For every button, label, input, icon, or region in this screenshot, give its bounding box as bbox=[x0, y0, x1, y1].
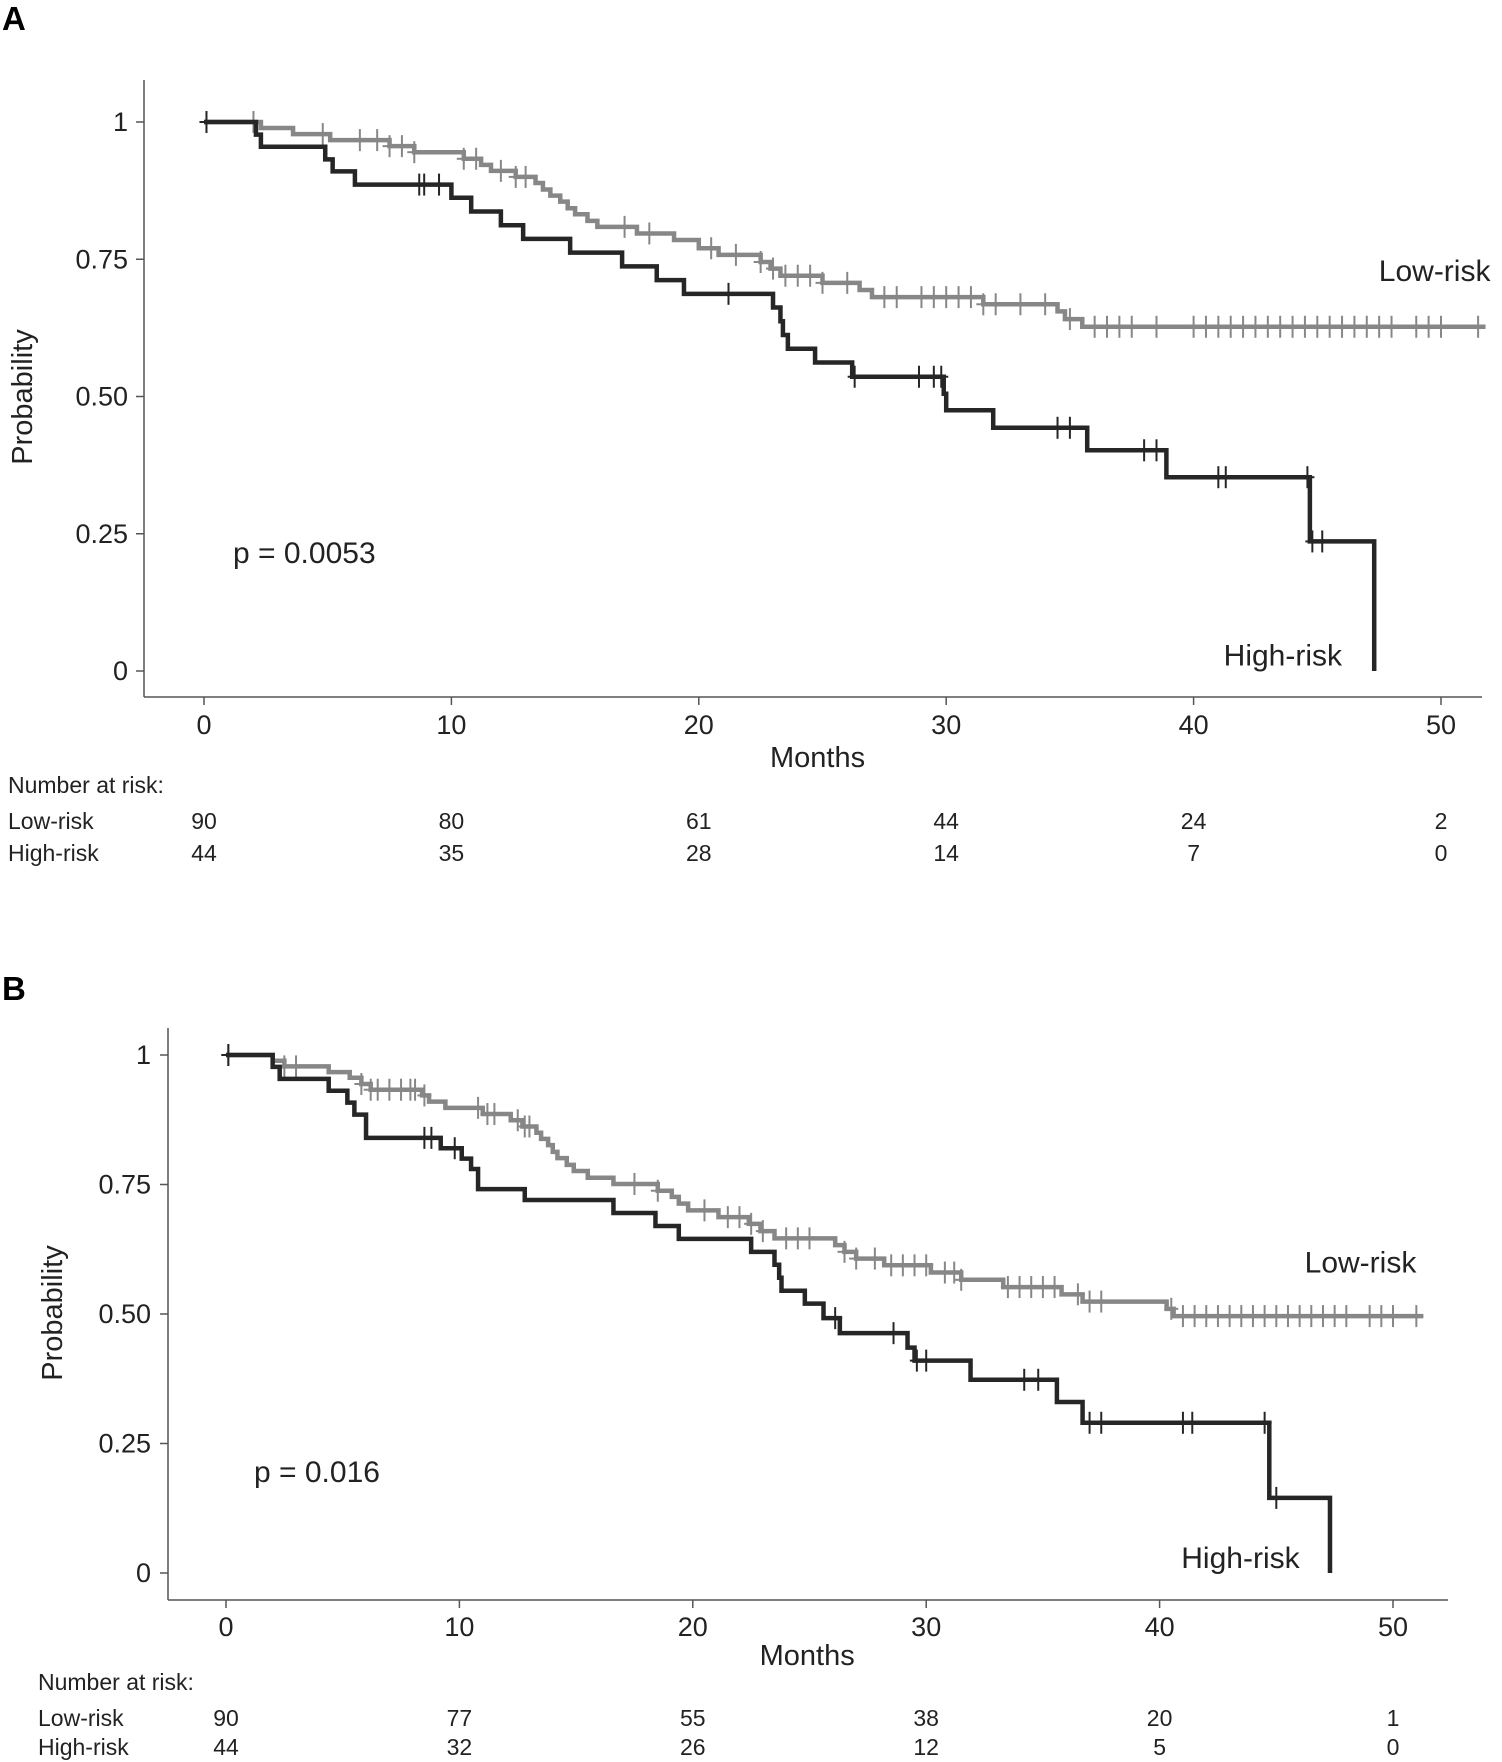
x-axis-title: Months bbox=[760, 1640, 855, 1672]
y-tick-label: 0 bbox=[113, 656, 128, 686]
curve-label-high-risk: High-risk bbox=[1224, 640, 1343, 673]
x-axis-title: Months bbox=[770, 742, 865, 774]
risk-count: 44 bbox=[933, 808, 959, 834]
curve-label-high-risk: High-risk bbox=[1181, 1542, 1300, 1575]
y-tick-label: 0.50 bbox=[75, 382, 128, 412]
x-tick-label: 0 bbox=[218, 1612, 233, 1642]
x-tick-label: 0 bbox=[196, 710, 211, 740]
y-tick-label: 1 bbox=[113, 107, 128, 137]
km-curve-high-risk bbox=[226, 1052, 1333, 1573]
y-tick-label: 0.75 bbox=[98, 1170, 151, 1200]
risk-count: 7 bbox=[1187, 840, 1200, 866]
x-tick-label: 40 bbox=[1145, 1612, 1175, 1642]
risk-count: 90 bbox=[213, 1705, 239, 1731]
risk-row-label: High-risk bbox=[38, 1734, 129, 1760]
risk-count: 0 bbox=[1387, 1734, 1400, 1760]
panel-letter: B bbox=[2, 970, 26, 1007]
risk-row-label: Low-risk bbox=[8, 808, 94, 834]
y-tick-label: 1 bbox=[136, 1040, 151, 1070]
x-tick-label: 10 bbox=[436, 710, 466, 740]
y-tick-label: 0.25 bbox=[75, 519, 128, 549]
risk-count: 28 bbox=[686, 840, 712, 866]
risk-count: 44 bbox=[213, 1734, 239, 1760]
x-tick-label: 40 bbox=[1179, 710, 1209, 740]
risk-count: 24 bbox=[1181, 808, 1207, 834]
risk-table-title: Number at risk: bbox=[8, 772, 164, 798]
x-tick-label: 30 bbox=[911, 1612, 941, 1642]
y-axis-title: Probability bbox=[37, 1245, 69, 1381]
risk-count: 14 bbox=[933, 840, 959, 866]
x-tick-label: 30 bbox=[931, 710, 961, 740]
risk-count: 32 bbox=[447, 1734, 473, 1760]
risk-count: 90 bbox=[191, 808, 217, 834]
risk-count: 44 bbox=[191, 840, 217, 866]
risk-count: 5 bbox=[1153, 1734, 1166, 1760]
risk-count: 2 bbox=[1435, 808, 1448, 834]
p-value: p = 0.0053 bbox=[233, 537, 376, 570]
x-tick-label: 20 bbox=[684, 710, 714, 740]
p-value: p = 0.016 bbox=[254, 1456, 380, 1489]
risk-count: 12 bbox=[913, 1734, 939, 1760]
x-tick-label: 50 bbox=[1426, 710, 1456, 740]
risk-row-label: Low-risk bbox=[38, 1705, 124, 1731]
risk-count: 20 bbox=[1147, 1705, 1173, 1731]
risk-row-label: High-risk bbox=[8, 840, 99, 866]
risk-count: 55 bbox=[680, 1705, 706, 1731]
km-curve-low-risk bbox=[204, 119, 1486, 330]
x-tick-label: 50 bbox=[1378, 1612, 1408, 1642]
panel-letter: A bbox=[2, 0, 26, 37]
risk-count: 61 bbox=[686, 808, 712, 834]
y-tick-label: 0 bbox=[136, 1558, 151, 1588]
risk-count: 38 bbox=[913, 1705, 939, 1731]
risk-count: 80 bbox=[439, 808, 465, 834]
y-tick-label: 0.50 bbox=[98, 1299, 151, 1329]
risk-count: 0 bbox=[1435, 840, 1448, 866]
km-curve-high-risk bbox=[204, 119, 1377, 671]
risk-table-title: Number at risk: bbox=[38, 1669, 194, 1695]
risk-count: 26 bbox=[680, 1734, 706, 1760]
x-tick-label: 20 bbox=[678, 1612, 708, 1642]
risk-count: 35 bbox=[439, 840, 465, 866]
y-tick-label: 0.75 bbox=[75, 244, 128, 274]
risk-count: 1 bbox=[1387, 1705, 1400, 1731]
curve-label-low-risk: Low-risk bbox=[1305, 1247, 1418, 1280]
risk-count: 77 bbox=[447, 1705, 473, 1731]
y-tick-label: 0.25 bbox=[98, 1429, 151, 1459]
curve-label-low-risk: Low-risk bbox=[1379, 255, 1492, 288]
y-axis-title: Probability bbox=[7, 329, 39, 465]
x-tick-label: 10 bbox=[444, 1612, 474, 1642]
km-curve-low-risk bbox=[226, 1052, 1424, 1319]
